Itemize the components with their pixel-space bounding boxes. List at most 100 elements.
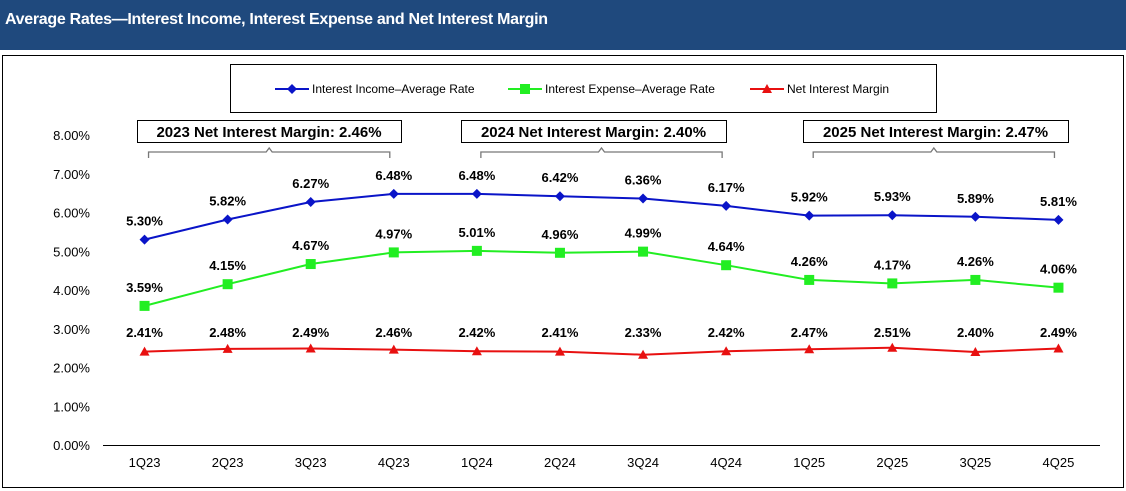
y-tick-label: 3.00%: [53, 322, 90, 337]
data-point: [305, 343, 316, 353]
legend: Interest Income–Average Rate Interest Exp…: [230, 64, 937, 113]
data-label: 4.67%: [292, 238, 329, 253]
x-tick-label: 2Q24: [544, 455, 576, 470]
data-label: 4.26%: [957, 254, 994, 269]
series-line: [144, 346, 1059, 356]
data-point: [804, 274, 815, 285]
legend-label: Net Interest Margin: [787, 82, 889, 96]
data-label: 2.49%: [1040, 325, 1077, 340]
data-label: 5.81%: [1040, 194, 1077, 209]
data-point: [222, 279, 233, 290]
data-label: 5.82%: [209, 193, 246, 208]
data-label: 6.42%: [542, 170, 579, 185]
data-label: 3.59%: [126, 280, 163, 295]
data-point: [887, 342, 898, 352]
data-point: [1053, 343, 1064, 353]
data-label: 5.92%: [791, 190, 828, 205]
data-label: 2.40%: [957, 325, 994, 340]
legend-label: Interest Expense–Average Rate: [545, 82, 715, 96]
x-tick-label: 2Q23: [212, 455, 244, 470]
data-point: [305, 197, 316, 208]
annotation-text: 2025 Net Interest Margin: 2.47%: [823, 124, 1048, 141]
data-label: 2.33%: [625, 325, 662, 340]
data-point: [471, 188, 482, 199]
x-tick-label: 3Q24: [627, 455, 659, 470]
data-label: 2.47%: [791, 325, 828, 340]
data-label: 5.89%: [957, 191, 994, 206]
data-label: 2.42%: [708, 325, 745, 340]
data-label: 2.42%: [458, 325, 495, 340]
data-label: 4.26%: [791, 254, 828, 269]
y-tick-label: 2.00%: [53, 361, 90, 376]
data-point: [554, 346, 565, 356]
data-label: 4.97%: [375, 226, 412, 241]
data-point: [970, 211, 981, 222]
data-point: [139, 300, 150, 311]
data-label: 2.41%: [126, 325, 163, 340]
data-point: [638, 349, 649, 359]
data-point: [388, 247, 399, 258]
x-tick-label: 3Q25: [959, 455, 991, 470]
y-tick-label: 0.00%: [53, 438, 90, 453]
data-point: [1053, 214, 1064, 225]
data-point: [887, 210, 898, 221]
data-point: [970, 347, 981, 356]
data-label: 2.41%: [542, 325, 579, 340]
legend-marker: [287, 84, 297, 94]
series-0: 5.30% 5.82% 6.27% 6.48% 6.48% 6.42% 6.36% 6.17%…: [126, 168, 1077, 245]
series-line: [144, 249, 1059, 307]
y-tick-label: 5.00%: [53, 244, 90, 259]
data-point: [1053, 282, 1064, 293]
y-tick-label: 7.00%: [53, 167, 90, 182]
x-tick-label: 3Q23: [295, 455, 327, 470]
data-point: [804, 210, 815, 221]
data-label: 5.30%: [126, 214, 163, 229]
data-label: 6.48%: [375, 168, 412, 183]
data-point: [638, 246, 649, 257]
data-point: [554, 191, 565, 202]
data-point: [388, 344, 399, 354]
data-label: 6.27%: [292, 176, 329, 191]
data-point: [887, 278, 898, 289]
data-label: 2.48%: [209, 325, 246, 340]
annotation-box: [461, 120, 727, 143]
data-label: 5.01%: [458, 225, 495, 240]
data-label: 4.06%: [1040, 262, 1077, 277]
data-point: [305, 259, 316, 270]
x-tick-label: 1Q25: [793, 455, 825, 470]
data-label: 6.48%: [458, 168, 495, 183]
data-point: [721, 200, 732, 211]
annotation-bracket: [480, 146, 723, 158]
data-label: 5.93%: [874, 189, 911, 204]
annotation-box: [137, 120, 402, 143]
data-label: 4.17%: [874, 257, 911, 272]
data-point: [721, 346, 732, 356]
data-point: [721, 260, 732, 271]
y-tick-label: 8.00%: [53, 128, 90, 143]
data-point: [388, 188, 399, 199]
legend-box: [230, 64, 937, 113]
data-label: 2.51%: [874, 325, 911, 340]
x-tick-label: 1Q24: [461, 455, 493, 470]
data-point: [804, 344, 815, 354]
annotation-text: 2023 Net Interest Margin: 2.46%: [156, 124, 381, 141]
data-label: 4.96%: [542, 227, 579, 242]
annotation-text: 2024 Net Interest Margin: 2.40%: [481, 124, 706, 141]
data-point: [638, 193, 649, 204]
data-label: 4.99%: [625, 226, 662, 241]
x-tick-label: 4Q24: [710, 455, 742, 470]
data-label: 4.15%: [209, 258, 246, 273]
data-point: [222, 343, 233, 353]
page-title: Average Rates—Interest Income, Interest …: [5, 11, 548, 28]
data-point: [471, 245, 482, 256]
data-label: 6.17%: [708, 180, 745, 195]
data-label: 4.64%: [708, 239, 745, 254]
annotation-box: [803, 120, 1069, 143]
data-point: [471, 346, 482, 356]
data-point: [554, 247, 565, 258]
annotation-bracket: [147, 146, 391, 158]
y-tick-label: 6.00%: [53, 206, 90, 221]
data-label: 6.36%: [625, 173, 662, 188]
x-tick-label: 4Q23: [378, 455, 410, 470]
